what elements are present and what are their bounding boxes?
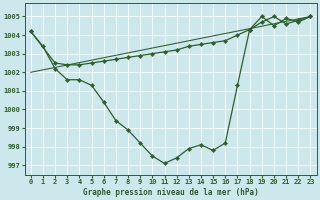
X-axis label: Graphe pression niveau de la mer (hPa): Graphe pression niveau de la mer (hPa) bbox=[83, 188, 259, 197]
